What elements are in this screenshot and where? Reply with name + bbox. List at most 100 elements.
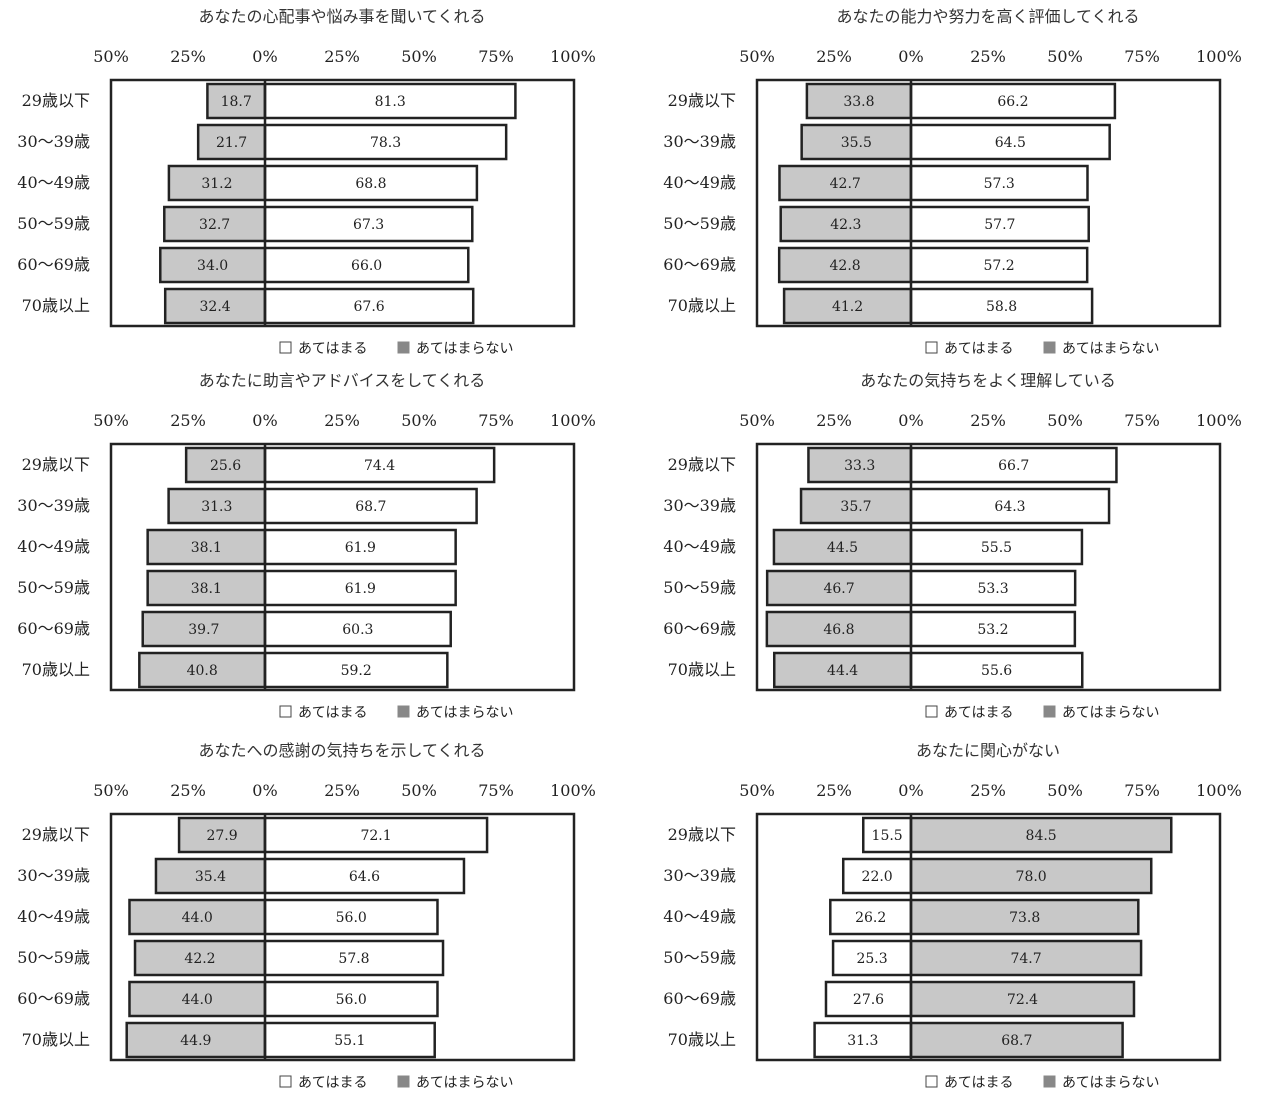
tick-label: 50%: [1047, 411, 1083, 430]
bar-left: [163, 205, 267, 243]
bar-left: [800, 123, 913, 161]
tick-label: 25%: [170, 47, 206, 66]
value-label-right: 53.2: [977, 622, 1008, 638]
value-label-right: 72.1: [360, 828, 391, 844]
value-label-left: 42.3: [830, 217, 861, 233]
category-label: 40〜49歳: [17, 537, 90, 556]
bar-left: [772, 528, 913, 566]
legend-swatch-applies: [279, 1075, 292, 1088]
bar-left: [772, 651, 913, 689]
legend-label-applies: あてはまる: [944, 705, 1013, 721]
value-label-left: 44.5: [827, 540, 858, 556]
category-label: 29歳以下: [668, 455, 736, 474]
value-label-right: 84.5: [1026, 828, 1057, 844]
category-label: 30〜39歳: [663, 866, 736, 885]
tick-label: 25%: [170, 411, 206, 430]
bar-left: [841, 857, 913, 895]
value-label-right: 61.9: [345, 540, 376, 556]
value-label-right: 61.9: [345, 581, 376, 597]
value-label-left: 44.9: [180, 1033, 211, 1049]
legend-label-applies: あてはまる: [298, 705, 367, 721]
tick-label: 0%: [252, 781, 277, 800]
tick-label: 100%: [550, 47, 596, 66]
value-label-right: 74.4: [364, 458, 395, 474]
bar-left: [146, 528, 267, 566]
tick-label: 25%: [816, 781, 852, 800]
tick-label: 25%: [816, 411, 852, 430]
tick-label: 0%: [898, 47, 923, 66]
category-label: 30〜39歳: [663, 132, 736, 151]
value-label-left: 42.2: [184, 951, 215, 967]
legend-label-not-applies: あてはまらない: [416, 1075, 513, 1091]
value-label-left: 38.1: [191, 540, 222, 556]
bar-right: [263, 610, 452, 648]
legend-swatch-not-applies: [1043, 1075, 1056, 1088]
tick-label: 100%: [550, 411, 596, 430]
value-label-right: 55.6: [981, 663, 1012, 679]
value-label-left: 25.6: [210, 458, 241, 474]
category-label: 29歳以下: [22, 455, 90, 474]
value-label-left: 46.8: [823, 622, 854, 638]
value-label-right: 57.7: [984, 217, 1015, 233]
legend-swatch-not-applies: [397, 1075, 410, 1088]
legend-label-not-applies: あてはまらない: [1062, 1075, 1159, 1091]
category-label: 60〜69歳: [17, 989, 90, 1008]
category-label: 29歳以下: [22, 825, 90, 844]
plot-frame: [109, 78, 576, 328]
chart-svg: あなたに関心がない 50% 25% 0% 25% 50% 75% 100% 29歳以下 15.5 8…: [663, 741, 1242, 1091]
value-label-right: 53.3: [977, 581, 1008, 597]
chart-panel-2: あなたの能力や努力を高く評価してくれる 50% 25% 0% 25% 50% 75% 100%…: [646, 0, 1264, 364]
value-label-right: 67.6: [354, 299, 385, 315]
plot-frame: [755, 78, 1222, 328]
category-label: 30〜39歳: [17, 496, 90, 515]
category-label: 60〜69歳: [663, 619, 736, 638]
tick-label: 75%: [478, 781, 514, 800]
bar-right: [263, 487, 478, 525]
plot-frame: [109, 812, 576, 1062]
bar-right: [263, 446, 496, 484]
value-label-left: 42.8: [830, 258, 861, 274]
bar-left: [138, 651, 267, 689]
bar-left: [829, 898, 913, 936]
category-label: 70歳以上: [668, 660, 736, 679]
legend-swatch-not-applies: [397, 341, 410, 354]
bar-right: [909, 164, 1089, 202]
plot-frame: [755, 812, 1222, 1062]
value-label-left: 27.6: [853, 992, 884, 1008]
chart-title: あなたの能力や努力を高く評価してくれる: [836, 7, 1139, 26]
bar-left: [154, 857, 267, 895]
category-label: 29歳以下: [668, 91, 736, 110]
value-label-right: 66.0: [351, 258, 382, 274]
value-label-left: 32.7: [199, 217, 230, 233]
value-label-right: 64.6: [349, 869, 380, 885]
value-label-left: 22.0: [862, 869, 893, 885]
bar-right: [909, 569, 1077, 607]
chart-panel-6: あなたに関心がない 50% 25% 0% 25% 50% 75% 100% 29歳以下 15.5 8…: [646, 734, 1264, 1098]
category-label: 30〜39歳: [17, 866, 90, 885]
tick-label: 75%: [1124, 781, 1160, 800]
tick-label: 25%: [970, 781, 1006, 800]
value-label-right: 57.8: [338, 951, 369, 967]
tick-label: 25%: [816, 47, 852, 66]
tick-label: 0%: [252, 411, 277, 430]
bar-left: [141, 610, 267, 648]
legend-label-applies: あてはまる: [298, 341, 367, 357]
value-label-left: 42.7: [830, 176, 861, 192]
chart-svg: あなたの気持ちをよく理解している 50% 25% 0% 25% 50% 75% 100% 29歳…: [663, 371, 1242, 721]
value-label-left: 38.1: [191, 581, 222, 597]
bar-left: [167, 487, 267, 525]
category-label: 60〜69歳: [663, 255, 736, 274]
plot-frame: [109, 442, 576, 692]
category-label: 70歳以上: [22, 1030, 90, 1049]
legend-swatch-applies: [279, 341, 292, 354]
value-label-left: 31.2: [201, 176, 232, 192]
bar-left: [805, 82, 913, 120]
value-label-left: 35.5: [841, 135, 872, 151]
bar-left: [146, 569, 267, 607]
value-label-right: 64.3: [994, 499, 1025, 515]
value-label-right: 73.8: [1009, 910, 1040, 926]
tick-label: 25%: [324, 411, 360, 430]
bar-right: [909, 487, 1111, 525]
category-label: 40〜49歳: [663, 537, 736, 556]
tick-label: 25%: [970, 47, 1006, 66]
